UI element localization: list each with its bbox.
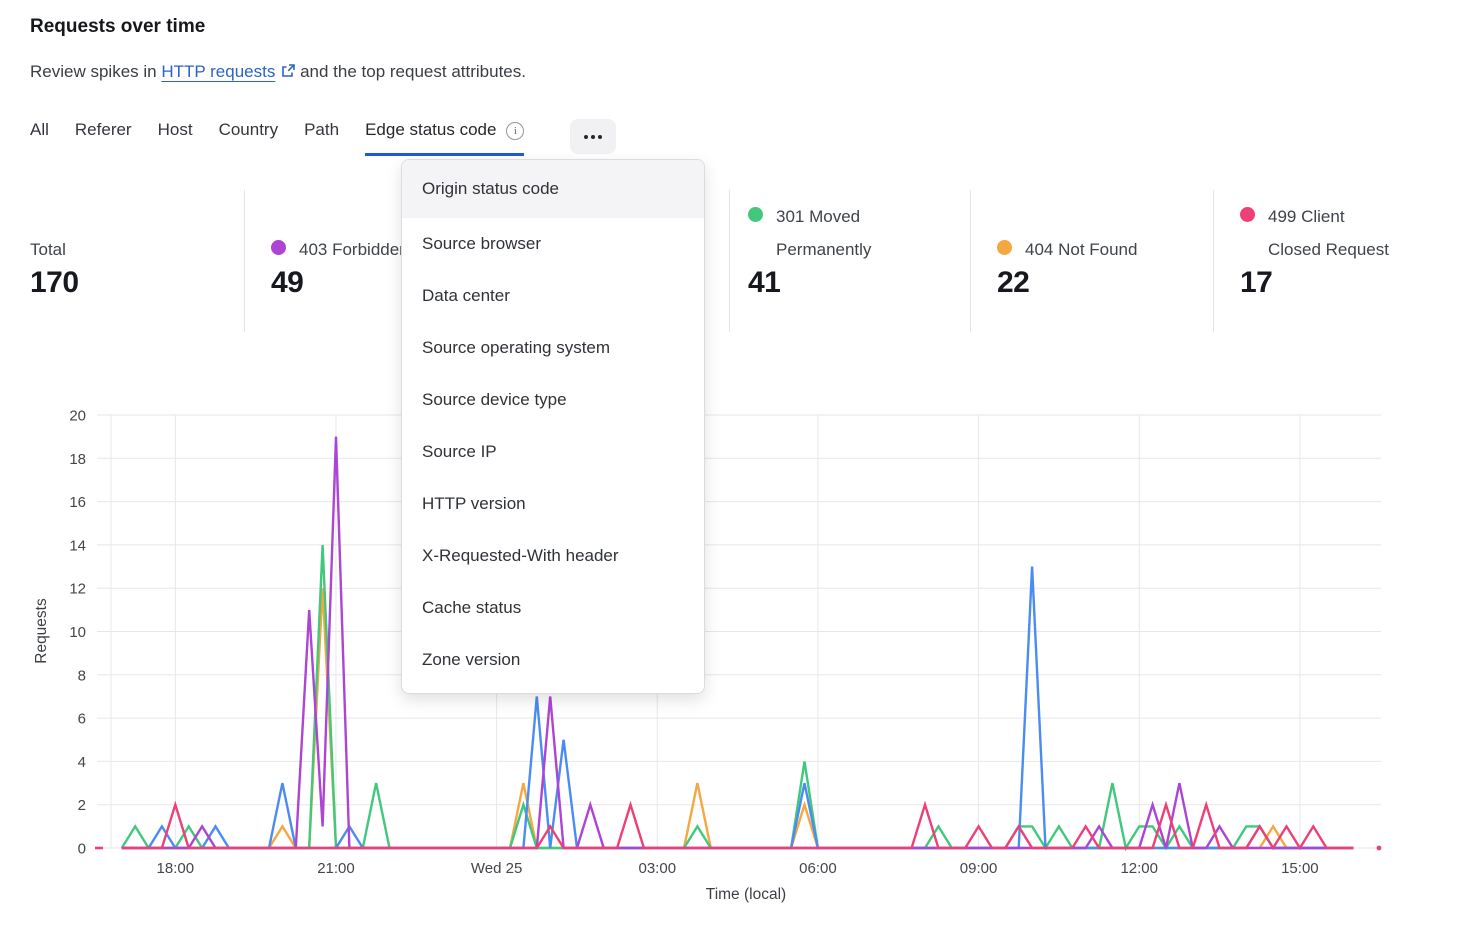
menu-item-source-browser[interactable]: Source browser bbox=[422, 234, 542, 253]
status-dot-404 bbox=[997, 240, 1012, 255]
x-tick-label: 09:00 bbox=[960, 860, 998, 877]
series-line-301-moved-permanently bbox=[120, 544, 1354, 852]
menu-item-data-center[interactable]: Data center bbox=[422, 286, 510, 305]
subtitle: Review spikes in HTTP requests and the t… bbox=[30, 62, 526, 82]
menu-item-cache-status[interactable]: Cache status bbox=[422, 598, 522, 617]
page-title: Requests over time bbox=[30, 16, 206, 37]
menu-item-source-operating-system[interactable]: Source operating system bbox=[422, 338, 611, 357]
y-tick-label: 14 bbox=[69, 537, 86, 554]
y-tick-label: 12 bbox=[69, 581, 86, 598]
requests-chart: 0 2 4 6 8 10 12 14 16 18 20 18:00 21:00 Wed 25 03:00 06… bbox=[33, 408, 1382, 903]
tab-bar: All Referer Host Country Path Edge statu… bbox=[30, 119, 617, 156]
y-tick-label: 18 bbox=[69, 451, 86, 468]
tab-referer[interactable]: Referer bbox=[74, 120, 132, 139]
status-dot-499 bbox=[1240, 207, 1255, 222]
tab-country[interactable]: Country bbox=[218, 120, 279, 139]
menu-item-source-device-type[interactable]: Source device type bbox=[422, 390, 567, 409]
stat-label-403: 403 Forbidden bbox=[299, 240, 409, 259]
http-requests-link[interactable]: HTTP requests bbox=[161, 62, 296, 81]
tab-host[interactable]: Host bbox=[157, 120, 193, 139]
tab-edge-status-code[interactable]: Edge status code bbox=[365, 120, 525, 156]
stat-value-404: 22 bbox=[997, 266, 1030, 299]
series-line-hidden bbox=[121, 566, 1354, 850]
x-tick-label: 03:00 bbox=[639, 860, 677, 877]
y-tick-label: 10 bbox=[69, 624, 86, 641]
y-tick-label: 0 bbox=[78, 841, 86, 858]
stat-divider bbox=[1213, 190, 1214, 332]
x-tick-label: Wed 25 bbox=[471, 860, 522, 877]
stat-divider bbox=[244, 190, 245, 332]
subtitle-suffix: and the top request attributes. bbox=[300, 62, 526, 81]
ellipsis-icon bbox=[584, 134, 589, 139]
stat-label-499: 499 Client Closed Request bbox=[1268, 207, 1389, 259]
y-tick-label: 20 bbox=[69, 408, 86, 425]
x-tick-label: 06:00 bbox=[799, 860, 837, 877]
menu-item-zone-version[interactable]: Zone version bbox=[422, 650, 521, 669]
tab-all[interactable]: All bbox=[30, 120, 49, 139]
y-axis-title: Requests bbox=[33, 598, 50, 664]
menu-item-x-requested-with-header[interactable]: X-Requested-With header bbox=[422, 546, 619, 565]
menu-item-origin-status-code[interactable]: Origin status code bbox=[402, 160, 704, 218]
x-tick-label: 21:00 bbox=[317, 860, 355, 877]
x-tick-label: 12:00 bbox=[1120, 860, 1158, 877]
stat-value-403: 49 bbox=[271, 266, 304, 299]
x-axis-title: Time (local) bbox=[706, 886, 786, 903]
tab-path[interactable]: Path bbox=[304, 120, 340, 139]
x-tick-label: 18:00 bbox=[157, 860, 195, 877]
stat-value-499: 17 bbox=[1240, 266, 1273, 299]
subtitle-prefix: Review spikes in bbox=[30, 62, 157, 81]
tab-label: Edge status code bbox=[365, 120, 497, 139]
x-tick-label: 15:00 bbox=[1281, 860, 1319, 877]
stat-value-301: 41 bbox=[748, 266, 781, 299]
status-dot-403 bbox=[271, 240, 286, 255]
y-tick-label: 6 bbox=[78, 711, 86, 728]
stat-label-404: 404 Not Found bbox=[1025, 240, 1138, 259]
external-link-icon bbox=[282, 64, 296, 77]
y-tick-label: 8 bbox=[78, 667, 86, 684]
menu-item-source-ip[interactable]: Source IP bbox=[422, 442, 497, 461]
stat-label-total: Total bbox=[30, 240, 66, 259]
y-tick-label: 4 bbox=[78, 754, 86, 771]
menu-item-http-version[interactable]: HTTP version bbox=[422, 494, 526, 513]
dropdown-menu: Origin status code Source browser Data c… bbox=[401, 159, 705, 694]
stat-value-total: 170 bbox=[30, 266, 79, 299]
link-label: HTTP requests bbox=[161, 62, 276, 81]
stat-divider bbox=[729, 190, 730, 332]
y-tick-label: 2 bbox=[78, 797, 86, 814]
stat-label-301: 301 Moved Permanently bbox=[776, 207, 872, 259]
info-icon[interactable] bbox=[506, 121, 525, 140]
series-end-dot bbox=[1376, 845, 1382, 851]
series-line-499-client-closed-request bbox=[121, 800, 1354, 851]
status-dot-301 bbox=[748, 207, 763, 222]
stat-divider bbox=[970, 190, 971, 332]
series-line-403-forbidden bbox=[121, 436, 1354, 850]
overflow-menu-button[interactable] bbox=[570, 119, 617, 154]
y-tick-label: 16 bbox=[69, 494, 86, 511]
